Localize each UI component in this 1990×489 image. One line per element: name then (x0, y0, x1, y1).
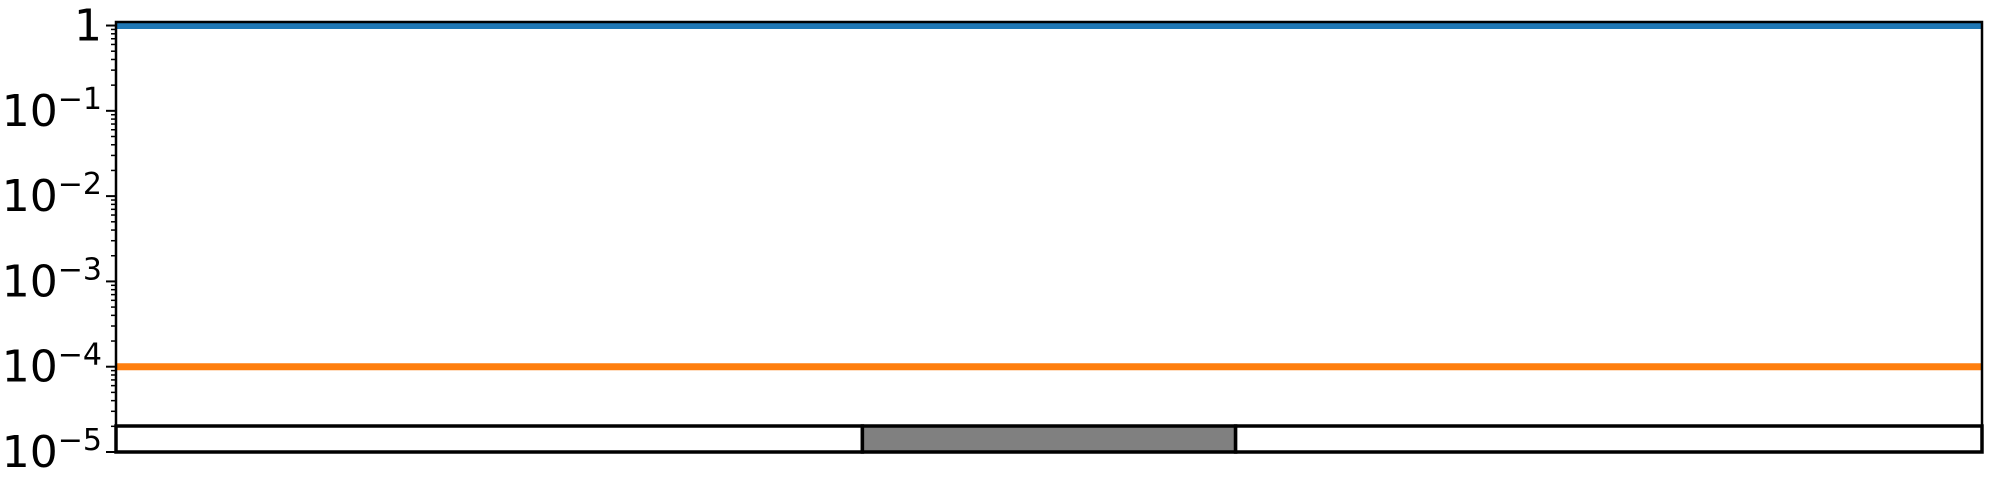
y-tick-label: 10−3 (2, 252, 102, 307)
y-tick-label: 10−5 (2, 423, 102, 478)
plot-frame (114, 20, 1984, 454)
series-lines (116, 22, 1982, 371)
bar-track-segment (1233, 424, 1984, 454)
y-tick-label: 10−4 (2, 338, 102, 393)
y-tick-label: 1 (74, 1, 102, 52)
y-tick-label: 10−1 (2, 82, 102, 137)
bar-track (114, 424, 1984, 454)
y-axis-ticks: 1 10−1 10−2 10−3 10−4 10−5 (2, 1, 116, 478)
y-tick-label: 10−2 (2, 167, 102, 222)
bar-track-segment (114, 424, 865, 454)
bar-track-segment (860, 424, 1238, 454)
